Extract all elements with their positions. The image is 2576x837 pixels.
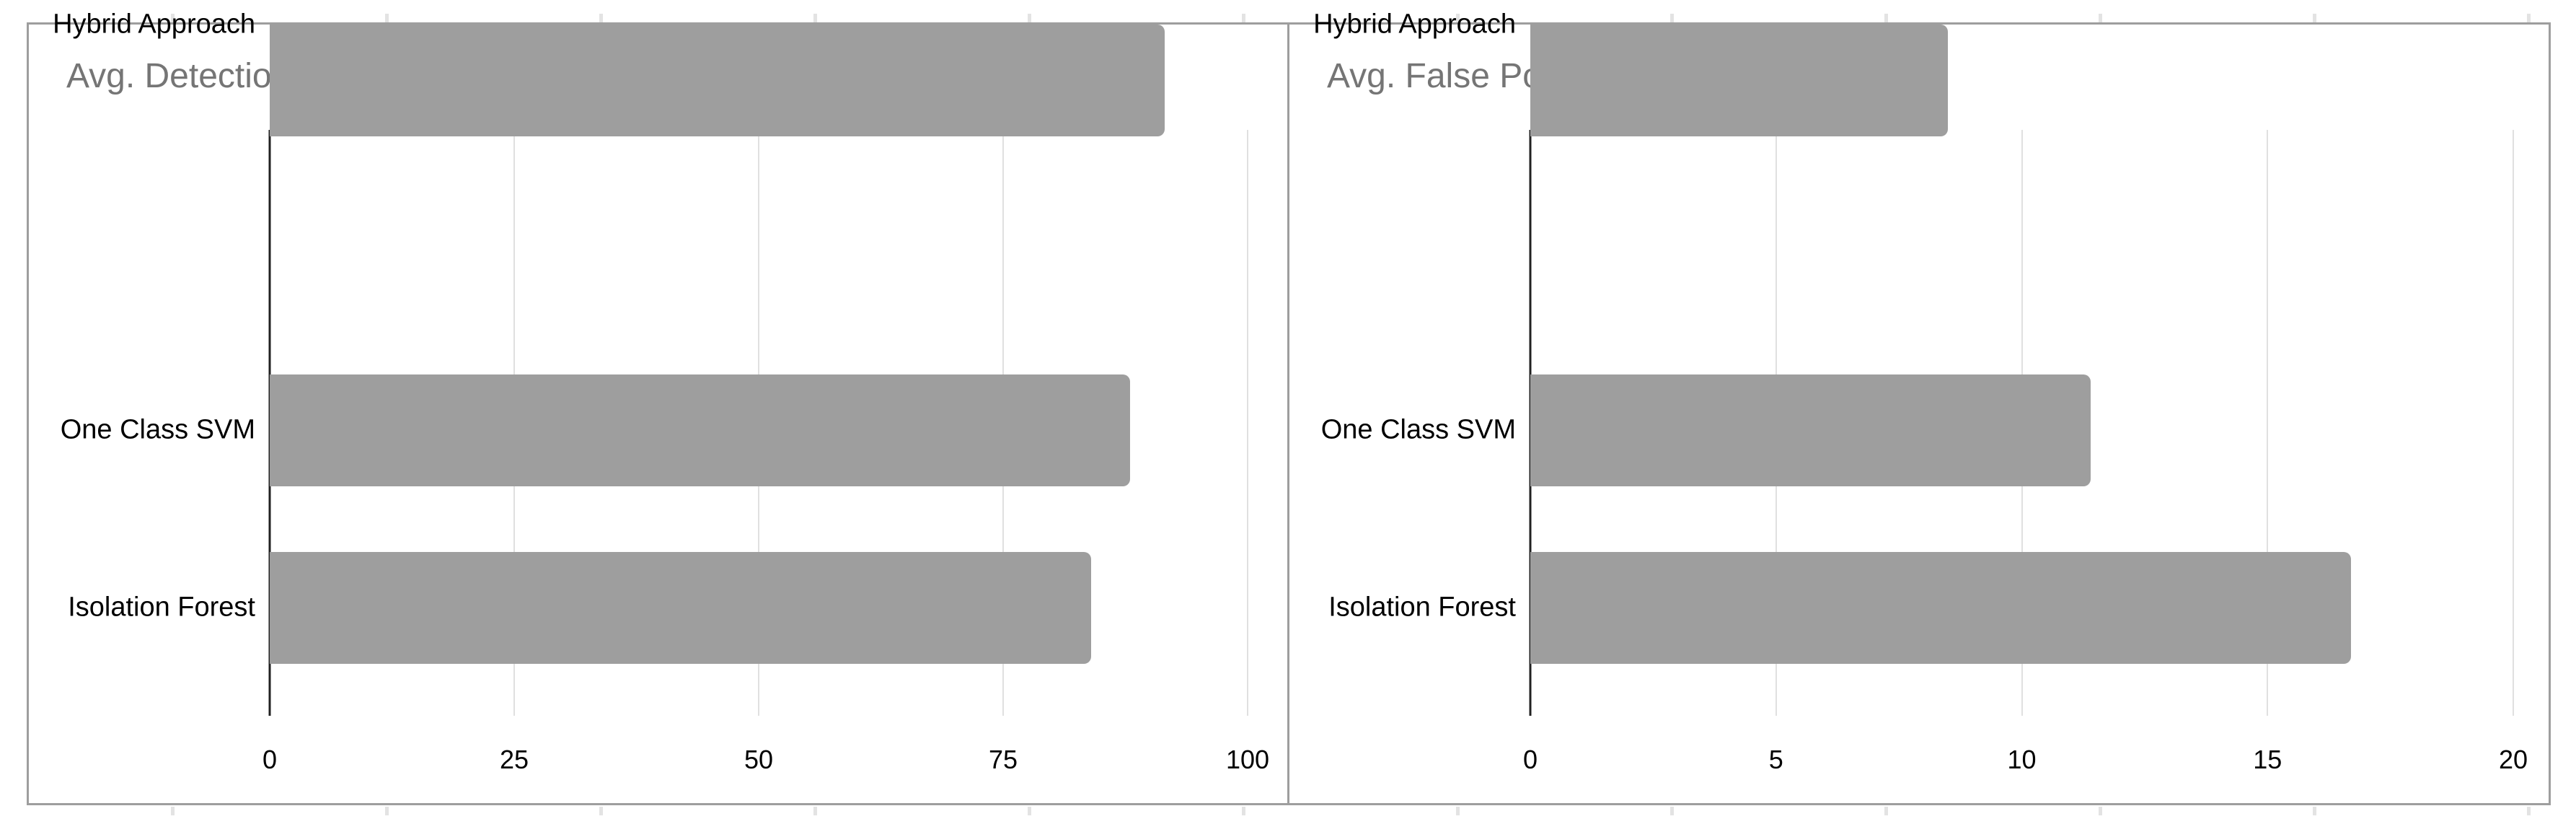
category-label-one-class-svm: One Class SVM (60, 414, 255, 445)
gridline (2267, 130, 2269, 716)
x-tick-label: 0 (1522, 745, 1538, 774)
bar-track (1530, 25, 2513, 136)
category-label-hybrid-approach: Hybrid Approach (1313, 9, 1516, 40)
x-tick-label: 100 (1225, 745, 1270, 774)
gridline (2513, 130, 2514, 716)
x-axis-tick-labels: 0 25 50 75 100 (263, 745, 1269, 788)
x-tick-label: 15 (2253, 745, 2282, 774)
bar-track (270, 552, 1248, 664)
bar-hybrid-approach (270, 25, 1165, 136)
x-tick-label: 10 (2007, 745, 2037, 774)
x-tick-label: 25 (499, 745, 529, 774)
category-label-hybrid-approach: Hybrid Approach (53, 9, 255, 40)
ruler-ticks-top (27, 14, 2551, 22)
gridline (1247, 130, 1248, 716)
x-tick-label: 20 (2498, 745, 2528, 774)
bar-hybrid-approach (1530, 25, 1949, 136)
category-label-isolation-forest: Isolation Forest (1328, 592, 1516, 623)
x-tick-label: 0 (262, 745, 278, 774)
bar-isolation-forest (1530, 552, 2352, 664)
x-tick-label: 75 (988, 745, 1018, 774)
category-label-isolation-forest: Isolation Forest (68, 592, 255, 623)
bar-isolation-forest (270, 552, 1092, 664)
bar-track (270, 25, 1248, 136)
x-tick-label: 50 (744, 745, 774, 774)
bar-track (1530, 552, 2513, 664)
x-axis-tick-labels: 0 5 10 15 20 (1523, 745, 2528, 788)
bar-one-class-svm (270, 374, 1131, 486)
bar-track (1530, 374, 2513, 486)
chart-widget-frame: Avg. Detection Rate One Class SVM Isolat… (27, 9, 2551, 805)
x-tick-label: 5 (1768, 745, 1783, 774)
ruler-ticks-bottom (27, 807, 2551, 815)
bar-one-class-svm (1530, 374, 2091, 486)
chart-panel-false-positive-rate[interactable]: Avg. False Positive Rate One Class SVM I… (1289, 9, 2549, 803)
bar-track (270, 374, 1248, 486)
chart-panel-detection-rate[interactable]: Avg. Detection Rate One Class SVM Isolat… (29, 9, 1289, 803)
category-label-one-class-svm: One Class SVM (1320, 414, 1516, 445)
